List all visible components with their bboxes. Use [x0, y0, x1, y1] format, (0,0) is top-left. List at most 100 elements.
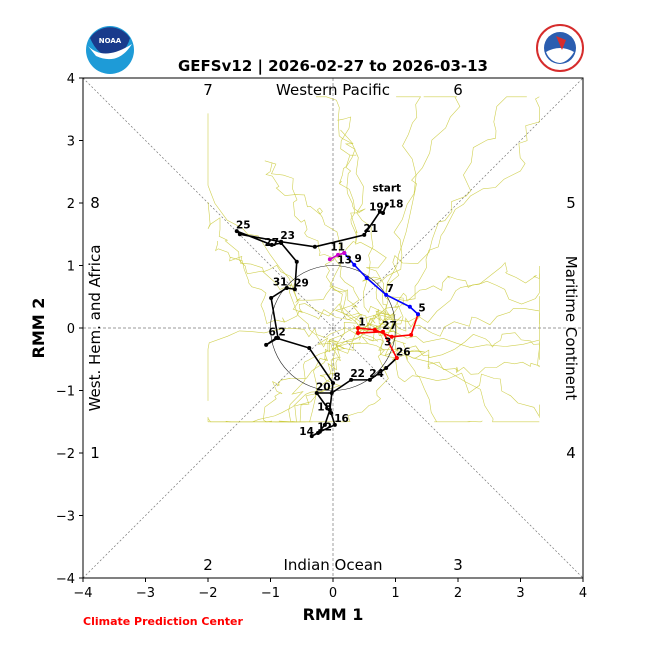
- amplitude-one-circle: [270, 265, 396, 391]
- credit-text: Climate Prediction Center: [83, 615, 243, 628]
- day-label: 18: [317, 401, 332, 413]
- phase-label-8: 8: [90, 194, 100, 212]
- phase-label-1: 1: [90, 444, 100, 462]
- y-tick-label: 2: [67, 197, 75, 212]
- track-point: [329, 391, 334, 395]
- start-label: start: [373, 182, 402, 194]
- track-point: [381, 329, 385, 334]
- y-tick-label: −1: [56, 385, 75, 400]
- track-point: [264, 342, 269, 347]
- track-point: [331, 381, 335, 385]
- day-label: 24: [369, 368, 384, 380]
- track-point: [394, 356, 399, 360]
- track-point: [294, 259, 299, 264]
- track-point: [314, 391, 319, 395]
- y-tick-label: 3: [67, 135, 75, 150]
- track-point: [317, 429, 322, 434]
- ensemble-member-line: [339, 129, 387, 328]
- track-point: [284, 286, 289, 290]
- x-tick-label: 4: [579, 586, 587, 601]
- region-label-western-pacific: Western Pacific: [276, 81, 390, 99]
- track-point: [381, 211, 385, 215]
- ensemble-member-line: [207, 113, 362, 323]
- track-point: [356, 326, 360, 330]
- track-point: [336, 252, 340, 257]
- nws-logo-flag: [556, 36, 566, 50]
- x-axis-label: RMM 1: [303, 605, 364, 624]
- ensemble-member-line: [362, 261, 540, 320]
- x-tick-label: 3: [516, 586, 524, 601]
- day-label: 27: [264, 237, 279, 249]
- region-label-west-hem-africa: West. Hem. and Africa: [86, 245, 104, 412]
- day-label: 19: [369, 201, 384, 213]
- track-point: [342, 251, 347, 255]
- track-line: [357, 313, 419, 359]
- noaa-logo: NOAA: [86, 26, 134, 74]
- x-tick-label: 0: [329, 586, 337, 601]
- ensemble-member-line: [353, 309, 540, 349]
- day-label: 8: [333, 371, 340, 383]
- day-label: 20: [316, 381, 331, 393]
- track-point: [332, 422, 337, 427]
- day-label: 11: [330, 241, 345, 253]
- region-label-maritime-continent: Maritime Continent: [562, 256, 580, 401]
- track-point: [377, 209, 382, 214]
- ensemble-member-line: [265, 162, 361, 339]
- ensemble-member-line: [207, 321, 373, 401]
- track-point: [384, 202, 389, 207]
- ensemble-member-line: [207, 338, 354, 423]
- day-label: 25: [236, 220, 251, 232]
- day-label: 31: [273, 276, 288, 288]
- track-forecast-week3: 13: [327, 251, 352, 267]
- region-label-indian-ocean: Indian Ocean: [283, 556, 382, 574]
- track-point: [407, 304, 412, 309]
- track-point: [367, 377, 372, 382]
- track-point: [356, 331, 360, 335]
- ensemble-member-line: [264, 160, 370, 331]
- track-point: [352, 262, 357, 267]
- day-label: 1: [358, 316, 365, 328]
- track-point: [269, 296, 274, 300]
- day-label: 7: [386, 283, 393, 295]
- ensemble-member-line: [381, 320, 540, 418]
- track-point: [384, 366, 389, 370]
- track-point: [329, 411, 334, 415]
- day-label: 12: [317, 421, 332, 433]
- day-label: 2: [278, 326, 285, 338]
- track-line: [236, 203, 398, 437]
- phase-label-2: 2: [203, 556, 213, 574]
- phase-label-6: 6: [453, 81, 463, 99]
- track-point: [362, 232, 367, 237]
- phase-label-3: 3: [453, 556, 463, 574]
- y-tick-label: 1: [67, 260, 75, 275]
- x-tick-label: 1: [391, 586, 399, 601]
- noaa-logo-text: NOAA: [99, 37, 122, 45]
- ensemble-member-line: [375, 325, 483, 423]
- day-label: 23: [280, 230, 295, 242]
- track-point: [327, 407, 332, 412]
- chart-title: GEFSv12 | 2026-02-27 to 2026-03-13: [178, 57, 488, 76]
- noaa-logo-wave: [88, 44, 132, 60]
- track-point: [279, 241, 284, 245]
- day-label: 18: [389, 198, 404, 210]
- track-point: [327, 257, 332, 262]
- day-label: 22: [350, 368, 365, 380]
- y-tick-label: −4: [56, 572, 75, 587]
- track-point: [292, 287, 297, 292]
- x-tick-label: −3: [136, 586, 155, 601]
- day-label: 3: [384, 336, 391, 348]
- track-point: [237, 232, 242, 237]
- ensemble-member-line: [207, 202, 368, 351]
- day-label: 9: [355, 253, 362, 265]
- day-label: 16: [334, 413, 349, 425]
- track-point: [322, 422, 327, 427]
- track-point: [389, 334, 394, 339]
- track-point: [234, 229, 239, 234]
- y-tick-label: −3: [56, 510, 75, 525]
- day-label: 6: [268, 326, 275, 338]
- ensemble-member-line: [385, 96, 540, 339]
- ensemble-member-line: [369, 96, 422, 327]
- track-point: [384, 292, 389, 297]
